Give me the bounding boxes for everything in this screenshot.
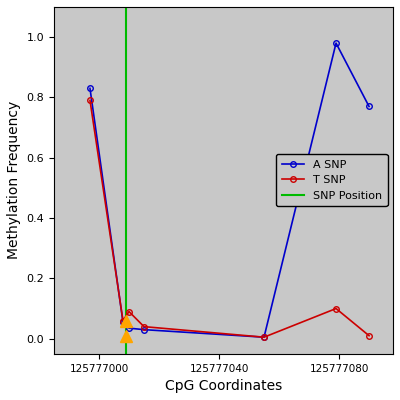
Y-axis label: Methylation Frequency: Methylation Frequency — [7, 101, 21, 260]
X-axis label: CpG Coordinates: CpG Coordinates — [165, 379, 282, 393]
Legend: A SNP, T SNP, SNP Position: A SNP, T SNP, SNP Position — [276, 154, 388, 206]
